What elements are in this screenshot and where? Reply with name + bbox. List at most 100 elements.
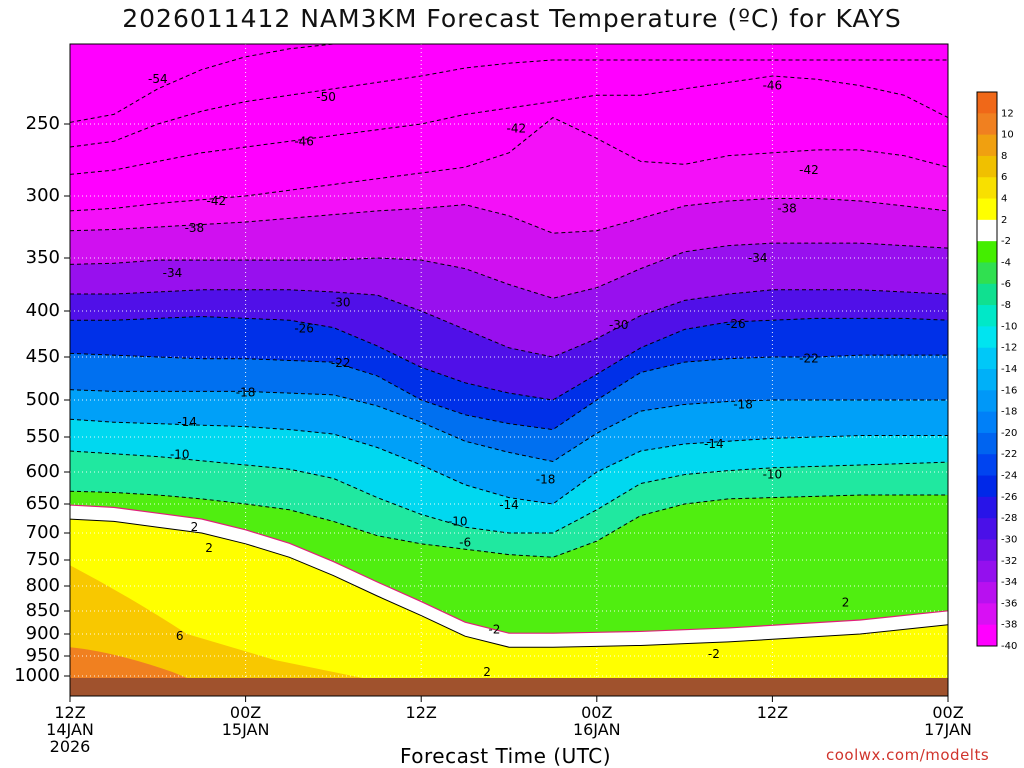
band-above-freezing: [70, 519, 948, 696]
colorbar-level-label: -32: [1001, 556, 1017, 567]
y-tick-label: 550: [25, 426, 60, 447]
x-tick-label: 00Z 15JAN: [221, 703, 270, 739]
colorbar-swatch: [977, 198, 997, 221]
y-tick-label: 450: [25, 346, 60, 367]
colorbar-swatch: [977, 475, 997, 498]
x-tick-label: 12Z: [405, 703, 437, 722]
isotherm-label: -46: [763, 79, 783, 93]
isotherm-label: -6: [459, 536, 471, 550]
isotherm-line: [70, 117, 948, 212]
isotherm-line: [70, 75, 948, 175]
isotherm-line: [70, 59, 948, 148]
ground-below-surface: [70, 678, 948, 696]
colorbar-level-label: -24: [1001, 471, 1017, 482]
colorbar-level-label: 10: [1001, 130, 1014, 141]
y-tick-label: 400: [25, 300, 60, 321]
colorbar-swatch: [977, 582, 997, 604]
isotherm-label: -2: [488, 622, 500, 636]
isotherm-label: -18: [536, 473, 556, 487]
colorbar-swatch: [977, 539, 997, 562]
isotherm-label: -22: [331, 356, 351, 370]
colorbar-level-label: -14: [1001, 364, 1017, 375]
colorbar-swatch: [977, 177, 997, 200]
x-tick-label: 12Z 14JAN 2026: [46, 703, 94, 756]
colorbar-level-label: -26: [1001, 492, 1017, 503]
colorbar-level-label: -18: [1001, 407, 1017, 418]
x-tick-label: 00Z 17JAN: [924, 703, 972, 739]
isotherm-line-2c: [70, 518, 948, 648]
isotherm-line: [70, 352, 948, 431]
colorbar-level-label: -34: [1001, 577, 1017, 588]
freezing-line: [70, 504, 948, 634]
colorbar-level-label: -8: [1001, 300, 1011, 311]
colorbar-level-label: -40: [1001, 641, 1017, 652]
isotherm-label: -46: [294, 134, 314, 148]
isotherm-label: -26: [726, 317, 746, 331]
isotherm-label: -14: [177, 415, 197, 429]
y-tick-label: 300: [25, 185, 60, 206]
colorbar-swatch: [977, 113, 997, 136]
isotherm-label: -22: [799, 352, 819, 366]
colorbar-level-label: 2: [1001, 215, 1007, 226]
colorbar-swatch: [977, 305, 997, 327]
colorbar-swatch: [977, 432, 997, 455]
colorbar-level-label: -12: [1001, 343, 1017, 354]
isotherm-label: -26: [294, 321, 314, 335]
isotherm-line: [70, 289, 948, 358]
isotherm-label: -38: [185, 221, 205, 235]
colorbar-level-label: -16: [1001, 385, 1017, 396]
isotherm-line: [70, 389, 948, 463]
y-tick-label: 950: [25, 645, 60, 666]
colorbar-swatch: [977, 603, 997, 626]
colorbar-swatch: [977, 454, 997, 477]
y-tick-label: 600: [25, 461, 60, 482]
y-tick-label: 350: [25, 247, 60, 268]
colorbar-level-label: -20: [1001, 428, 1017, 439]
y-tick-label: 250: [25, 113, 60, 134]
isotherm-label: -34: [748, 251, 768, 265]
isotherm-label: 2: [842, 596, 850, 610]
plot-frame: [69, 43, 949, 697]
isotherm-label: -14: [704, 437, 724, 451]
isotherm-label: -10: [763, 468, 783, 482]
chart-title: 2026011412 NAM3KM Forecast Temperature (…: [122, 4, 902, 33]
isotherm-label: 2: [483, 665, 491, 679]
colorbar-level-label: -36: [1001, 598, 1017, 609]
isotherm-label: -54: [148, 72, 168, 86]
colorbar-swatch: [977, 369, 997, 391]
isotherm-label: -30: [331, 296, 351, 310]
colorbar-swatch: [977, 560, 997, 583]
y-tick-label: 700: [25, 522, 60, 543]
isotherm-line: [70, 316, 948, 401]
colorbar-level-label: -38: [1001, 620, 1017, 631]
isotherm-line: [70, 450, 948, 534]
y-tick-label: 500: [25, 389, 60, 410]
colorbar-level-label: -6: [1001, 279, 1011, 290]
isotherm-label: 6: [176, 629, 184, 643]
band-warmest: [70, 647, 188, 678]
isotherm-label: -2: [708, 647, 720, 661]
colorbar-frame: [976, 91, 998, 647]
y-tick-label: 1000: [14, 665, 60, 686]
isotherm-line: [70, 490, 948, 558]
y-tick-label: 850: [25, 600, 60, 621]
y-tick-label: 800: [25, 575, 60, 596]
isotherm-label: -10: [170, 448, 190, 462]
isotherm-line: [70, 242, 948, 299]
colorbar-swatch: [977, 390, 997, 413]
colorbar-level-label: 6: [1001, 172, 1007, 183]
isotherm-label: 2: [205, 541, 213, 555]
colorbar-level-label: -22: [1001, 449, 1017, 460]
x-tick-label: 00Z 16JAN: [572, 703, 621, 739]
isotherm-label: -30: [609, 318, 629, 332]
colorbar-swatch: [977, 92, 997, 114]
isotherm-label: -10: [448, 514, 468, 528]
colorbar-swatch: [977, 155, 997, 178]
colorbar-level-label: -28: [1001, 513, 1017, 524]
isotherm-line: [70, 418, 948, 505]
colorbar-level-label: 8: [1001, 151, 1007, 162]
isotherm-label: -38: [777, 201, 797, 215]
isotherm-label: -50: [316, 90, 336, 104]
